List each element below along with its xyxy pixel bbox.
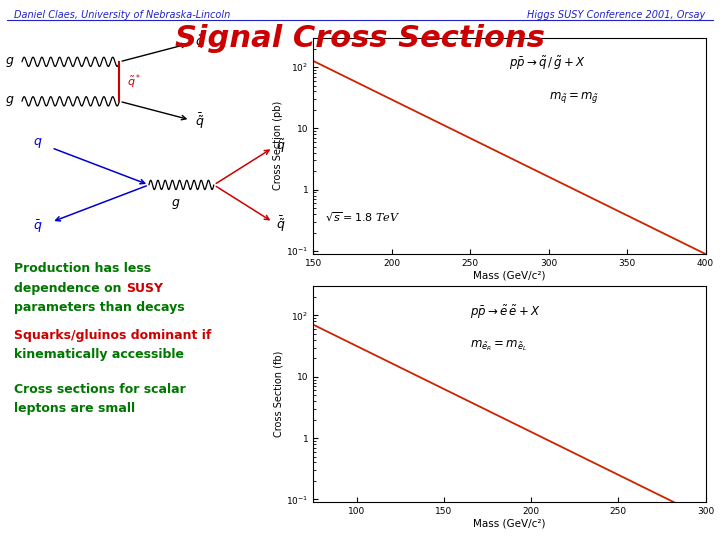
Text: $m_{\tilde{e}_R} = m_{\tilde{e}_L}$: $m_{\tilde{e}_R} = m_{\tilde{e}_L}$ (470, 338, 527, 353)
Text: dependence on: dependence on (14, 282, 126, 295)
Text: $q$: $q$ (33, 136, 42, 150)
X-axis label: Mass (GeV/c²): Mass (GeV/c²) (473, 519, 546, 529)
Text: Signal Cross Sections: Signal Cross Sections (175, 24, 545, 53)
Text: $\bar{\tilde{q}}$: $\bar{\tilde{q}}$ (276, 214, 285, 234)
Text: $\bar{q}$: $\bar{q}$ (33, 219, 42, 235)
Y-axis label: Cross Section (fb): Cross Section (fb) (274, 351, 283, 437)
Y-axis label: Cross Section (pb): Cross Section (pb) (274, 101, 283, 191)
Text: Squarks/gluinos dominant if: Squarks/gluinos dominant if (14, 329, 212, 342)
Text: SUSY: SUSY (126, 282, 163, 295)
Text: leptons are small: leptons are small (14, 402, 135, 415)
Text: $g$: $g$ (171, 197, 180, 211)
Text: $\bar{\tilde{q}}$: $\bar{\tilde{q}}$ (194, 111, 204, 131)
Text: parameters than decays: parameters than decays (14, 301, 185, 314)
Text: Daniel Claes, University of Nebraska-Lincoln: Daniel Claes, University of Nebraska-Lin… (14, 10, 230, 20)
Text: $\tilde{q}$: $\tilde{q}$ (194, 33, 204, 51)
Text: $\tilde{q}^*$: $\tilde{q}^*$ (127, 72, 141, 91)
Text: $m_{\tilde{q}} = m_{\tilde{g}}$: $m_{\tilde{q}} = m_{\tilde{g}}$ (549, 90, 598, 105)
Text: $p\bar{p} \rightarrow \tilde{q}\,/\,\tilde{g} + X$: $p\bar{p} \rightarrow \tilde{q}\,/\,\til… (510, 55, 586, 72)
Text: $\sqrt{s} = 1.8$ TeV: $\sqrt{s} = 1.8$ TeV (325, 211, 400, 224)
Text: $p\bar{p} \rightarrow \tilde{e}\,\tilde{e} + X$: $p\bar{p} \rightarrow \tilde{e}\,\tilde{… (470, 303, 541, 321)
X-axis label: Mass (GeV/c²): Mass (GeV/c²) (473, 271, 546, 280)
Text: $g$: $g$ (5, 94, 14, 109)
Text: $\tilde{q}$: $\tilde{q}$ (276, 138, 285, 156)
Text: kinematically accessible: kinematically accessible (14, 348, 184, 361)
Text: Production has less: Production has less (14, 262, 151, 275)
Text: Higgs SUSY Conference 2001, Orsay: Higgs SUSY Conference 2001, Orsay (527, 10, 706, 20)
Text: Cross sections for scalar: Cross sections for scalar (14, 383, 186, 396)
Text: $g$: $g$ (5, 55, 14, 69)
